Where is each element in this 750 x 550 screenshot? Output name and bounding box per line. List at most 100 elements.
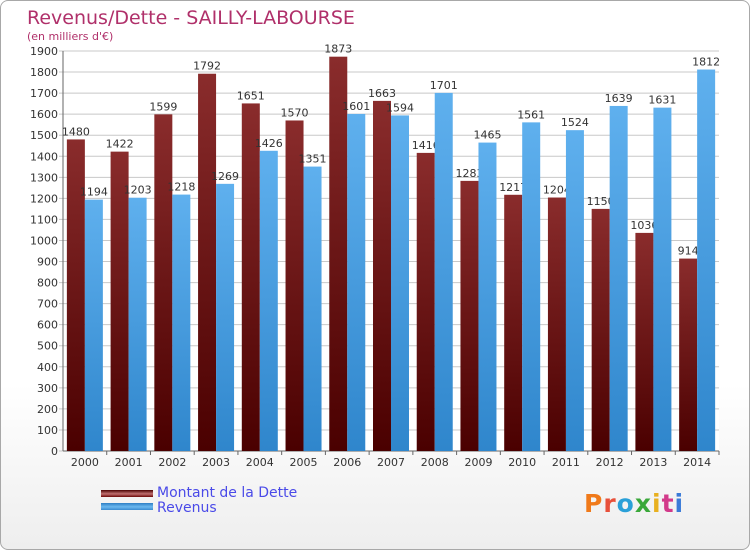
- x-tick-label: 2006: [333, 456, 361, 469]
- x-tick-label: 2010: [508, 456, 536, 469]
- bar-revenus: [347, 113, 366, 452]
- y-tick-label: 0: [51, 445, 58, 458]
- y-tick-label: 700: [37, 298, 58, 311]
- bar-revenus: [128, 197, 147, 451]
- bar-dette: [110, 151, 129, 451]
- data-label-dette: 1873: [324, 43, 352, 56]
- chart-title: Revenus/Dette - SAILLY-LABOURSE: [27, 7, 355, 29]
- bar-revenus: [84, 199, 103, 451]
- y-tick-label: 400: [37, 361, 58, 374]
- x-tick-label: 2014: [683, 456, 711, 469]
- bar-dette: [373, 100, 391, 451]
- data-label-dette: 1663: [368, 87, 396, 100]
- y-tick-label: 1100: [30, 213, 58, 226]
- bar-dette: [591, 208, 610, 451]
- bar-revenus: [172, 194, 191, 451]
- logo-letter: r: [603, 489, 617, 518]
- x-tick-label: 2012: [596, 456, 624, 469]
- bar-dette: [66, 139, 85, 451]
- y-tick-label: 500: [37, 340, 58, 353]
- logo-letter: i: [674, 489, 685, 518]
- bar-revenus: [434, 92, 453, 451]
- data-label-revenus: 1269: [211, 170, 239, 183]
- data-label-dette: 1416: [412, 139, 440, 152]
- legend-swatch-revenus: [101, 503, 153, 510]
- y-tick-label: 300: [37, 382, 58, 395]
- x-tick-label: 2005: [290, 456, 318, 469]
- data-label-dette: 1422: [106, 138, 134, 151]
- data-label-dette: 1792: [193, 60, 221, 73]
- bar-revenus: [609, 105, 628, 452]
- y-tick-label: 200: [37, 403, 58, 416]
- bar-revenus: [653, 107, 672, 451]
- legend-label-revenus: Revenus: [157, 500, 217, 516]
- bar-revenus: [522, 122, 541, 452]
- data-label-revenus: 1631: [648, 94, 676, 107]
- y-tick-label: 1600: [30, 108, 58, 121]
- bar-dette: [547, 197, 566, 451]
- bar-revenus: [303, 166, 322, 451]
- bar-revenus: [391, 115, 409, 451]
- data-label-dette: 1217: [499, 181, 527, 194]
- data-label-dette: 914: [678, 245, 699, 258]
- x-tick-label: 2002: [158, 456, 186, 469]
- x-tick-label: 2000: [71, 456, 99, 469]
- x-tick-label: 2004: [246, 456, 274, 469]
- y-tick-label: 1000: [30, 234, 58, 247]
- bar-dette: [241, 103, 260, 451]
- data-label-revenus: 1426: [255, 137, 283, 150]
- data-label-dette: 1651: [237, 89, 265, 102]
- y-tick-label: 1300: [30, 171, 58, 184]
- bar-revenus: [565, 130, 584, 451]
- logo-letter: o: [616, 489, 635, 518]
- proxiti-logo: Proxiti: [584, 489, 684, 518]
- data-label-revenus: 1812: [692, 56, 720, 69]
- data-label-dette: 1599: [149, 100, 177, 113]
- data-label-revenus: 1218: [167, 181, 195, 194]
- bar-dette: [504, 194, 523, 451]
- bar-dette: [154, 114, 173, 452]
- y-tick-label: 1400: [30, 150, 58, 163]
- data-label-revenus: 1524: [561, 116, 589, 129]
- x-tick-label: 2008: [421, 456, 449, 469]
- data-label-dette: 1204: [543, 184, 571, 197]
- data-label-dette: 1480: [62, 125, 90, 138]
- y-tick-label: 100: [37, 424, 58, 437]
- bar-dette: [679, 258, 698, 451]
- data-label-revenus: 1701: [430, 79, 458, 92]
- x-tick-label: 2011: [552, 456, 580, 469]
- bar-dette: [285, 120, 304, 451]
- data-label-dette: 1036: [630, 219, 658, 232]
- bar-revenus: [697, 69, 716, 452]
- data-label-revenus: 1639: [605, 92, 633, 105]
- chart-subtitle: (en milliers d'€): [27, 30, 114, 43]
- bar-revenus: [478, 142, 497, 451]
- y-tick-label: 1200: [30, 192, 58, 205]
- data-label-revenus: 1203: [124, 184, 152, 197]
- x-tick-label: 2007: [377, 456, 405, 469]
- bar-dette: [329, 56, 348, 452]
- bar-revenus: [216, 183, 235, 451]
- y-tick-label: 600: [37, 319, 58, 332]
- logo-letter: P: [584, 489, 604, 518]
- bar-revenus: [259, 150, 278, 451]
- y-tick-label: 1800: [30, 66, 58, 79]
- data-label-revenus: 1561: [517, 108, 545, 121]
- x-tick-label: 2013: [639, 456, 667, 469]
- y-tick-label: 1500: [30, 129, 58, 142]
- data-label-revenus: 1601: [342, 100, 370, 113]
- bar-dette: [460, 180, 479, 452]
- bar-dette: [416, 152, 435, 452]
- x-tick-label: 2009: [464, 456, 492, 469]
- data-label-dette: 1283: [455, 167, 483, 180]
- y-tick-label: 1700: [30, 87, 58, 100]
- logo-letter: i: [652, 489, 662, 518]
- y-tick-label: 1900: [30, 45, 58, 58]
- logo-letter: x: [634, 489, 652, 518]
- legend-swatch-dette: [101, 490, 153, 497]
- y-tick-label: 900: [37, 256, 58, 269]
- x-tick-label: 2001: [115, 456, 143, 469]
- logo-letter: t: [661, 489, 675, 518]
- data-label-revenus: 1194: [80, 186, 108, 199]
